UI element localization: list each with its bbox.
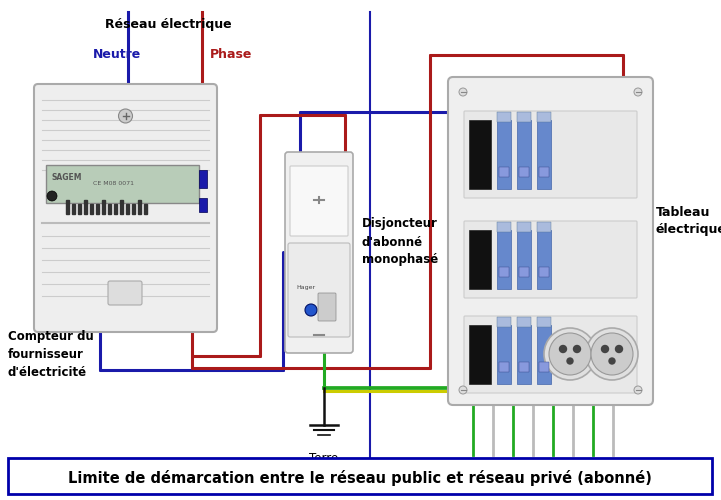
FancyBboxPatch shape bbox=[318, 293, 336, 321]
Bar bbox=[138, 200, 141, 214]
Bar bbox=[539, 167, 549, 177]
Circle shape bbox=[305, 304, 317, 316]
Bar bbox=[126, 204, 128, 214]
Bar bbox=[132, 204, 135, 214]
Bar bbox=[517, 317, 531, 327]
Text: Compteur du
fournisseur
d'électricité: Compteur du fournisseur d'électricité bbox=[8, 330, 94, 379]
Text: Hager: Hager bbox=[296, 285, 315, 290]
Bar bbox=[517, 112, 531, 122]
Bar bbox=[108, 204, 110, 214]
Text: SAGEM: SAGEM bbox=[52, 173, 82, 182]
Circle shape bbox=[47, 191, 57, 201]
Bar bbox=[539, 362, 549, 372]
Circle shape bbox=[573, 346, 580, 352]
Text: Phase: Phase bbox=[210, 48, 252, 61]
Bar bbox=[469, 325, 491, 384]
Bar bbox=[519, 362, 529, 372]
Bar bbox=[120, 200, 123, 214]
Circle shape bbox=[459, 88, 467, 96]
Bar bbox=[537, 317, 551, 327]
Bar bbox=[497, 317, 511, 327]
Bar bbox=[497, 112, 511, 122]
Bar bbox=[517, 222, 531, 232]
FancyBboxPatch shape bbox=[108, 281, 142, 305]
Text: Réseau électrique: Réseau électrique bbox=[105, 18, 231, 31]
Text: Tableau
électrique: Tableau électrique bbox=[656, 206, 721, 236]
FancyBboxPatch shape bbox=[285, 152, 353, 353]
Bar bbox=[84, 200, 87, 214]
Circle shape bbox=[634, 88, 642, 96]
FancyBboxPatch shape bbox=[464, 111, 637, 198]
Bar bbox=[499, 267, 509, 277]
Circle shape bbox=[459, 386, 467, 394]
Circle shape bbox=[634, 386, 642, 394]
FancyBboxPatch shape bbox=[464, 316, 637, 393]
Text: Disjoncteur
d'abonné
monophasé: Disjoncteur d'abonné monophasé bbox=[362, 218, 438, 266]
Bar bbox=[96, 204, 99, 214]
Bar bbox=[537, 230, 551, 289]
Bar bbox=[537, 325, 551, 384]
Bar bbox=[497, 222, 511, 232]
FancyBboxPatch shape bbox=[290, 166, 348, 236]
Circle shape bbox=[586, 328, 638, 380]
Bar bbox=[517, 230, 531, 289]
Text: CE M08 0071: CE M08 0071 bbox=[93, 181, 134, 186]
Circle shape bbox=[118, 109, 133, 123]
FancyBboxPatch shape bbox=[8, 458, 712, 494]
Bar bbox=[537, 222, 551, 232]
Circle shape bbox=[559, 346, 567, 352]
Bar bbox=[469, 120, 491, 189]
Text: Neutre: Neutre bbox=[93, 48, 141, 61]
Bar bbox=[66, 200, 68, 214]
Bar bbox=[497, 325, 511, 384]
Bar bbox=[497, 120, 511, 189]
Text: Circuits électriques du logement: Circuits électriques du logement bbox=[458, 465, 640, 475]
Bar bbox=[499, 167, 509, 177]
Bar bbox=[46, 165, 199, 203]
Circle shape bbox=[616, 346, 622, 352]
Bar bbox=[519, 167, 529, 177]
Text: Terre: Terre bbox=[309, 452, 339, 465]
Bar bbox=[199, 170, 207, 188]
Bar bbox=[497, 230, 511, 289]
FancyBboxPatch shape bbox=[34, 84, 217, 332]
Bar bbox=[199, 198, 207, 212]
Circle shape bbox=[591, 333, 633, 375]
Bar bbox=[469, 230, 491, 289]
FancyBboxPatch shape bbox=[448, 77, 653, 405]
Bar bbox=[90, 204, 92, 214]
Bar bbox=[78, 204, 81, 214]
Bar bbox=[517, 325, 531, 384]
Bar bbox=[114, 204, 117, 214]
Circle shape bbox=[544, 328, 596, 380]
Bar bbox=[537, 120, 551, 189]
Bar bbox=[144, 204, 146, 214]
FancyBboxPatch shape bbox=[288, 243, 350, 337]
Bar bbox=[517, 120, 531, 189]
Bar bbox=[539, 267, 549, 277]
Circle shape bbox=[567, 358, 573, 364]
Bar bbox=[537, 112, 551, 122]
Circle shape bbox=[601, 346, 609, 352]
Bar bbox=[519, 267, 529, 277]
Bar bbox=[499, 362, 509, 372]
FancyBboxPatch shape bbox=[464, 221, 637, 298]
Text: Limite de démarcation entre le réseau public et réseau privé (abonné): Limite de démarcation entre le réseau pu… bbox=[68, 470, 652, 486]
Bar bbox=[102, 200, 105, 214]
Circle shape bbox=[549, 333, 591, 375]
Circle shape bbox=[609, 358, 615, 364]
Bar bbox=[72, 204, 74, 214]
